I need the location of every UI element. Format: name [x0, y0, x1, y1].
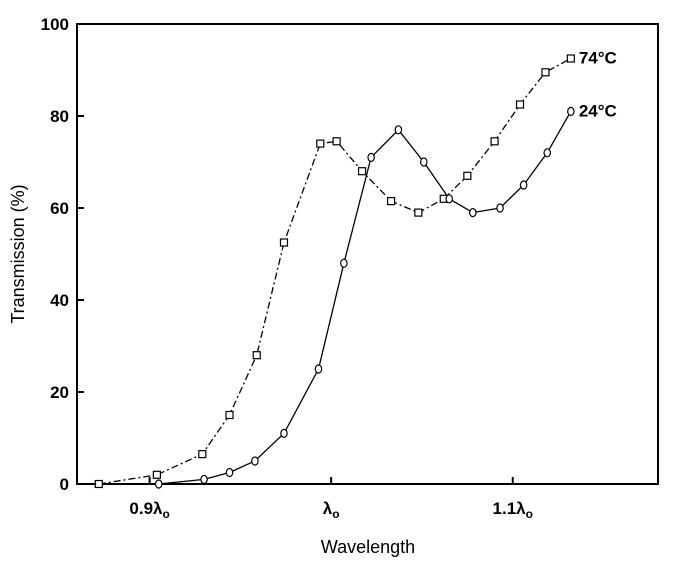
data-point-square [279, 238, 289, 247]
y-tick-label: 0 [60, 475, 69, 494]
data-point-circle [251, 456, 259, 466]
data-point-circle [314, 364, 323, 374]
data-point-square [332, 137, 341, 146]
data-point-square [316, 139, 325, 148]
data-point-square [490, 137, 499, 146]
data-point-square [94, 479, 103, 489]
plot-frame [76, 23, 659, 485]
series-label-1: 74°C [579, 49, 617, 68]
data-point-circle [280, 428, 288, 438]
data-point-square [198, 450, 207, 459]
data-point-circle [340, 258, 348, 268]
data-point-square [541, 68, 550, 77]
data-point-circle [419, 157, 428, 167]
x-tick-label: 0.9λo [129, 499, 169, 521]
data-point-square [515, 100, 525, 109]
data-point-circle [567, 106, 575, 117]
y-tick-label: 100 [41, 15, 69, 34]
data-point-square [414, 208, 423, 217]
data-point-square [357, 167, 367, 176]
data-point-circle [367, 152, 375, 162]
data-point-square [152, 470, 161, 479]
data-point-circle [225, 467, 234, 478]
data-point-circle [445, 194, 454, 204]
data-point-circle [469, 208, 477, 218]
data-point-circle [543, 148, 552, 158]
series-label-2: 24°C [579, 101, 617, 120]
y-tick-label: 40 [50, 291, 69, 310]
series-line-1 [98, 57, 572, 485]
data-point-square [387, 197, 396, 206]
y-axis-ticks: 0 20 40 60 80 100 [41, 15, 84, 494]
data-point-square [252, 351, 261, 360]
x-tick-label: 1.1λo [493, 499, 533, 521]
data-point-circle [519, 180, 528, 190]
series-labels: 74°C 24°C [579, 49, 617, 121]
data-point-circle [394, 125, 403, 135]
y-tick-label: 60 [50, 199, 69, 218]
y-tick-label: 80 [50, 107, 69, 126]
series-line-2 [158, 111, 572, 485]
series-layer [94, 54, 575, 489]
data-point-circle [154, 479, 163, 489]
x-axis-label: Wavelength [321, 537, 415, 557]
x-axis-ticks: 0.9λo λo 1.1λo [129, 477, 533, 521]
data-point-square [225, 410, 234, 420]
y-axis-label: Transmission (%) [8, 184, 28, 323]
x-tick-label: λo [323, 499, 340, 521]
data-point-circle [200, 474, 208, 484]
data-point-circle [496, 203, 504, 213]
data-point-square [463, 171, 472, 180]
y-tick-label: 20 [50, 383, 69, 402]
data-point-square [566, 54, 575, 63]
